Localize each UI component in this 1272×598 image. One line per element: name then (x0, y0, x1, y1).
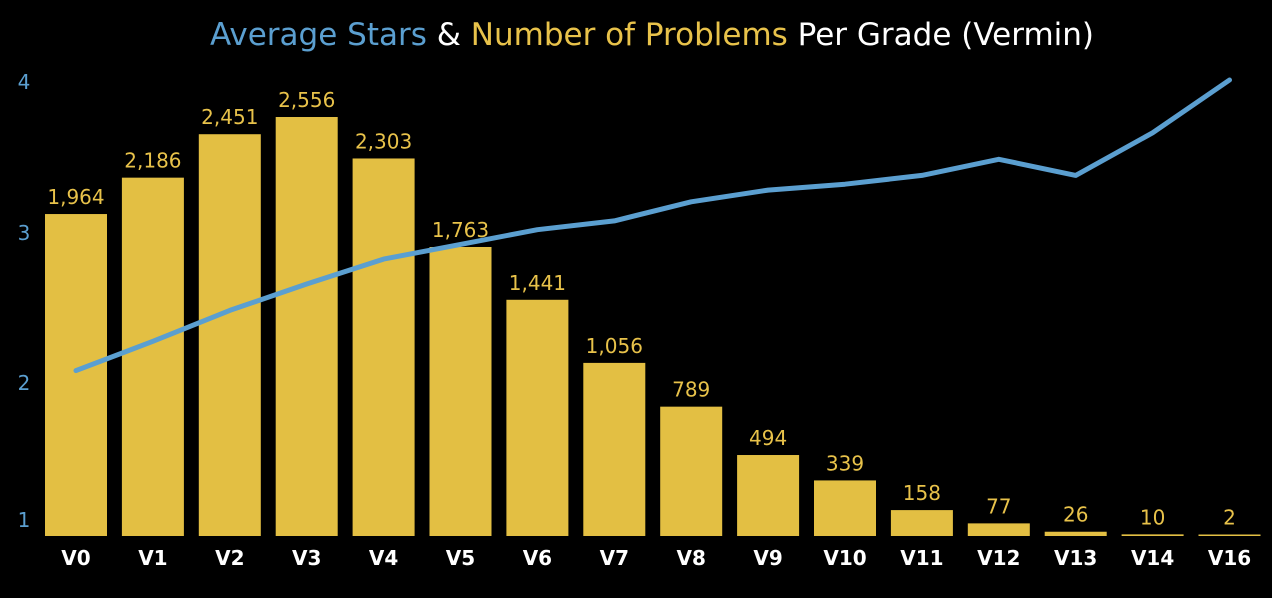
x-tick-label: V5 (446, 546, 475, 570)
average-stars-point-V4 (383, 258, 385, 260)
average-stars-line-group (73, 77, 1232, 374)
bar-value-label: 789 (672, 378, 710, 402)
bar-V12 (967, 523, 1030, 536)
bars-group (45, 117, 1261, 536)
y-tick-label: 2 (18, 371, 31, 395)
bar-labels-group: 1,964 2,186 2,451 2,556 2,303 1,763 1,441 1,056… (47, 88, 1236, 530)
bar-V10 (814, 480, 876, 536)
average-stars-point-V16 (1229, 79, 1230, 81)
bar-value-label: 2,451 (201, 105, 258, 129)
bar-V16 (1198, 534, 1261, 536)
average-stars-point-V10 (844, 183, 846, 185)
average-stars-point-V2 (229, 309, 231, 311)
average-stars-point-V0 (75, 370, 77, 372)
x-tick-label: V13 (1054, 546, 1097, 570)
average-stars-point-V7 (613, 220, 615, 222)
bar-value-label: 77 (986, 494, 1011, 518)
x-tick-label: V12 (977, 546, 1020, 570)
bar-V3 (275, 117, 338, 536)
bar-V4 (352, 158, 415, 536)
average-stars-point-V3 (306, 283, 308, 285)
bar-value-label: 1,763 (432, 218, 489, 242)
average-stars-point-V9 (767, 189, 769, 191)
bar-value-label: 2,186 (124, 149, 181, 173)
x-tick-label: V0 (61, 546, 90, 570)
bar-V1 (121, 177, 184, 536)
title-part-3: Per Grade (Vermin) (788, 17, 1094, 53)
bar-value-label: 1,441 (509, 271, 566, 295)
bar-value-label: 158 (903, 481, 941, 505)
x-tick-label: V6 (523, 546, 552, 570)
x-tick-label: V10 (823, 546, 866, 570)
bar-value-label: 1,056 (586, 334, 643, 358)
y-tick-label: 4 (18, 70, 31, 94)
title-part-1: & (427, 17, 471, 53)
chart-title: Average Stars & Number of Problems Per G… (210, 17, 1094, 53)
x-tick-label: V7 (600, 546, 629, 570)
title-part-2: Number of Problems (471, 17, 788, 53)
bar-V14 (1121, 534, 1184, 536)
bar-value-label: 339 (826, 451, 864, 475)
x-tick-label: V11 (900, 546, 943, 570)
x-tick-label: V4 (369, 546, 398, 570)
average-stars-point-V1 (152, 340, 154, 342)
bar-V2 (198, 134, 261, 536)
bar-V11 (890, 510, 953, 536)
y-axis: 1 2 3 4 (18, 70, 31, 532)
bar-V9 (737, 455, 800, 536)
bar-V7 (583, 362, 646, 536)
average-stars-point-V11 (921, 174, 923, 176)
x-tick-label: V3 (292, 546, 321, 570)
x-tick-label: V1 (138, 546, 167, 570)
x-tick-label: V16 (1208, 546, 1251, 570)
bar-value-label: 494 (749, 426, 787, 450)
bar-V5 (429, 246, 492, 536)
x-tick-label: V8 (676, 546, 705, 570)
bar-value-label: 2 (1223, 506, 1236, 530)
x-axis: V0 V1 V2 V3 V4 V5 V6 V7 V8 V9 V10 V11 V12 V13 V14 V16 (61, 546, 1251, 570)
average-stars-point-V8 (690, 201, 692, 203)
average-stars-point-V12 (998, 158, 1000, 160)
y-tick-label: 3 (18, 221, 31, 245)
average-stars-point-V6 (536, 229, 538, 231)
bar-value-label: 2,556 (278, 88, 335, 112)
bar-V8 (660, 406, 723, 536)
average-stars-point-V5 (460, 243, 461, 245)
bar-value-label: 10 (1140, 505, 1165, 529)
average-stars-point-V13 (1075, 174, 1077, 176)
bar-value-label: 2,303 (355, 129, 412, 153)
average-stars-line (73, 77, 1232, 374)
bar-value-label: 1,964 (47, 185, 104, 209)
bar-V6 (506, 299, 569, 536)
title-part-0: Average Stars (210, 17, 427, 53)
bar-value-label: 26 (1063, 503, 1088, 527)
average-stars-point-V14 (1152, 132, 1154, 134)
bar-V13 (1044, 531, 1107, 536)
bar-V0 (45, 214, 107, 536)
x-tick-label: V9 (753, 546, 782, 570)
x-tick-label: V2 (215, 546, 244, 570)
x-tick-label: V14 (1131, 546, 1174, 570)
y-tick-label: 1 (18, 508, 31, 532)
